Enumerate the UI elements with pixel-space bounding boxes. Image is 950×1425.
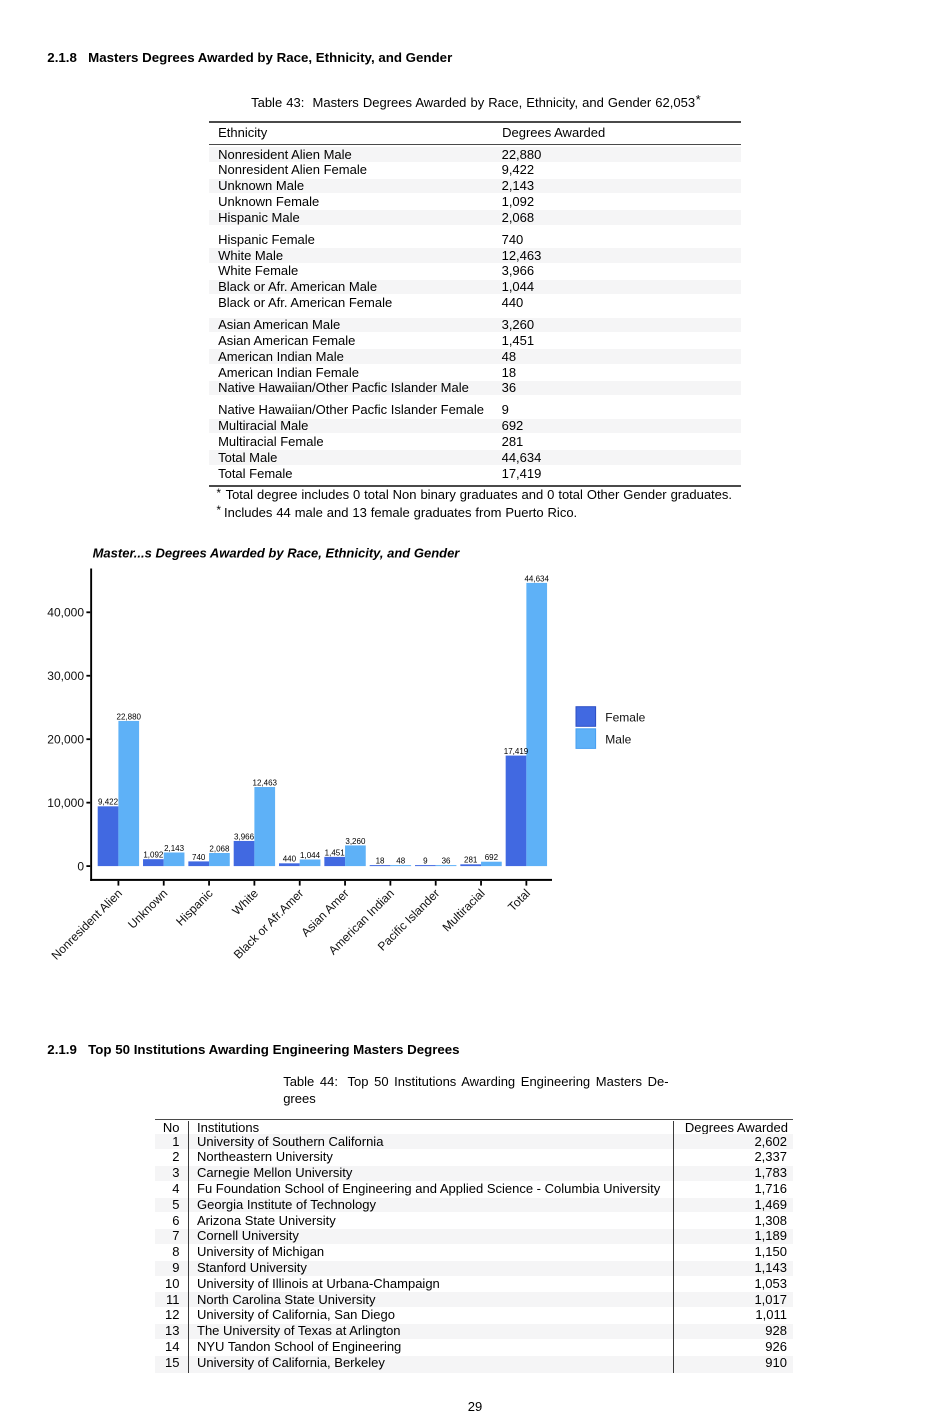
- svg-text:40,000: 40,000: [47, 606, 84, 620]
- svg-text:2,068: 2,068: [209, 844, 230, 853]
- svg-text:2,143: 2,143: [164, 844, 185, 853]
- svg-text:9,422: 9,422: [98, 798, 119, 807]
- svg-text:Master...s Degrees Awarded by: Master...s Degrees Awarded by Race, Ethn…: [93, 546, 461, 561]
- svg-text:12,463: 12,463: [253, 778, 278, 787]
- svg-text:17,419: 17,419: [504, 747, 529, 756]
- svg-text:9: 9: [423, 857, 428, 866]
- svg-text:740: 740: [192, 853, 206, 862]
- svg-text:Male: Male: [605, 733, 631, 747]
- svg-text:18: 18: [376, 857, 385, 866]
- svg-text:Nonresident Alien: Nonresident Alien: [49, 886, 125, 962]
- svg-text:Female: Female: [605, 710, 645, 724]
- svg-text:22,880: 22,880: [117, 712, 142, 721]
- svg-text:20,000: 20,000: [47, 733, 84, 747]
- svg-text:44,634: 44,634: [524, 574, 549, 583]
- svg-text:1,451: 1,451: [325, 848, 346, 857]
- svg-text:440: 440: [283, 855, 297, 864]
- svg-text:3,966: 3,966: [234, 832, 255, 841]
- svg-text:1,092: 1,092: [143, 851, 164, 860]
- svg-text:692: 692: [485, 853, 499, 862]
- svg-text:White: White: [229, 886, 261, 918]
- svg-text:48: 48: [396, 857, 405, 866]
- svg-text:1,044: 1,044: [300, 851, 321, 860]
- svg-text:30,000: 30,000: [47, 669, 84, 683]
- svg-text:281: 281: [464, 856, 478, 865]
- svg-text:Unknown: Unknown: [125, 886, 170, 931]
- svg-text:3,260: 3,260: [345, 837, 366, 846]
- svg-text:10,000: 10,000: [47, 796, 84, 810]
- svg-text:Total: Total: [505, 886, 533, 914]
- svg-text:Hispanic: Hispanic: [173, 886, 215, 928]
- svg-text:Multiracial: Multiracial: [440, 886, 488, 934]
- svg-text:36: 36: [442, 857, 451, 866]
- svg-text:0: 0: [77, 859, 84, 873]
